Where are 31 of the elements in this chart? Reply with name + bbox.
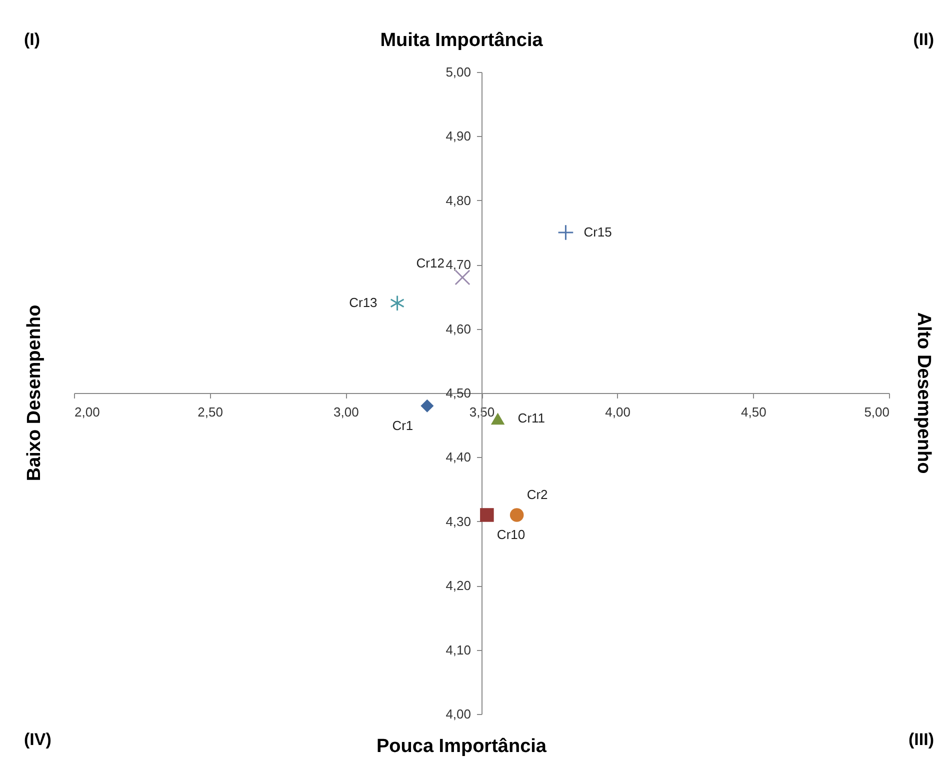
text: Baixo Desempenho bbox=[24, 304, 45, 482]
series-label: Cr13 bbox=[349, 295, 378, 310]
text: Alto Desempenho bbox=[913, 312, 934, 474]
x-tick-label: 4,50 bbox=[741, 404, 766, 420]
series-label: Cr1 bbox=[392, 418, 414, 433]
y-tick-label: 4,80 bbox=[446, 192, 471, 208]
y-tick-label: 4,00 bbox=[446, 706, 471, 722]
series-label: Cr11 bbox=[518, 410, 546, 426]
text: (II) bbox=[913, 30, 934, 49]
text: Muita Importância bbox=[380, 30, 544, 51]
y-tick-label: 4,20 bbox=[446, 578, 471, 594]
text: (IV) bbox=[24, 730, 52, 749]
x-tick-label: 2,00 bbox=[74, 404, 100, 420]
x-tick-label: 2,50 bbox=[198, 404, 223, 420]
series-label: Cr10 bbox=[496, 526, 526, 542]
x-tick-label: 4,00 bbox=[605, 404, 630, 420]
y-tick-label: 4,30 bbox=[446, 514, 471, 529]
x-tick-label: 5,00 bbox=[864, 404, 890, 420]
text: (I) bbox=[24, 30, 40, 49]
y-tick-label: 5,00 bbox=[446, 64, 471, 80]
text: (III) bbox=[908, 730, 934, 749]
y-tick-label: 4,10 bbox=[446, 642, 471, 658]
y-tick-label: 4,40 bbox=[446, 450, 471, 465]
series-label: Cr2 bbox=[526, 486, 548, 502]
y-tick-label: 4,70 bbox=[446, 257, 471, 272]
series-label: Cr15 bbox=[584, 224, 612, 240]
series-label: Cr12 bbox=[416, 255, 444, 270]
x-tick-label: 3,00 bbox=[334, 404, 359, 420]
y-tick-label: 4,60 bbox=[446, 321, 471, 336]
text: Pouca Importância bbox=[376, 736, 547, 757]
y-tick-label: 4,90 bbox=[446, 128, 471, 144]
